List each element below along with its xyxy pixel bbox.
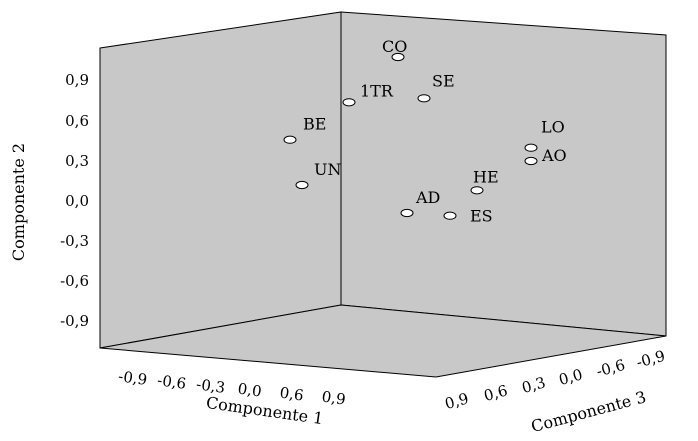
right-wall [340,11,667,337]
y-tick-label: -0,9 [60,312,89,330]
data-point-marker [524,143,538,152]
data-point-label: BE [303,115,326,134]
data-points: CO SE 1TR BE UN LO AO HE AD ES [283,37,567,226]
data-point-label: LO [541,118,565,137]
floor [99,304,667,378]
z-axis-title: Componente 3 [529,387,648,436]
z-tick-label: 0,0 [557,365,585,389]
z-tick-label: 0,3 [520,373,548,397]
data-point-marker [524,156,538,166]
x-tick-label: 0,6 [279,383,305,404]
x-tick-label: -0,6 [156,371,187,393]
data-point-marker [400,208,414,218]
data-point-marker [470,186,484,195]
z-tick-label: -0,6 [594,356,627,381]
data-point-label: 1TR [360,81,394,100]
y-tick-label: -0,6 [60,272,89,290]
plot-walls [99,11,667,378]
y-axis-title: Componente 2 [9,143,28,261]
data-point-label: UN [314,160,341,179]
data-point-label: ES [470,207,493,226]
y-tick-label: 0,6 [65,112,89,130]
x-tick-label: -0,9 [117,367,148,389]
data-point-marker [391,52,405,62]
data-point-label: SE [432,71,455,90]
y-tick-label: 0,0 [65,192,89,210]
y-tick-label: -0,3 [60,232,89,250]
data-point-label: AD [415,188,440,207]
x-tick-label: -0,3 [195,375,226,397]
data-point-marker [295,180,309,190]
x-axis-title: Componente 1 [205,393,325,428]
left-wall [99,11,342,349]
data-point-label: AO [541,146,567,165]
data-point-marker [443,211,457,220]
z-axis-ticks: 0,9 0,6 0,3 0,0 -0,6 -0,9 [443,347,667,413]
data-point-marker [417,94,431,103]
data-point-marker [283,135,297,144]
z-tick-label: 0,9 [443,389,471,413]
x-axis-ticks: -0,9 -0,6 -0,3 0,0 0,6 0,9 [117,367,347,408]
y-tick-label: 0,9 [65,71,89,89]
z-tick-label: -0,9 [634,347,667,372]
data-point-label: CO [382,37,407,56]
y-tick-label: 0,3 [65,152,89,170]
y-axis-ticks: 0,9 0,6 0,3 0,0 -0,3 -0,6 -0,9 [60,71,89,330]
x-tick-label: 0,9 [321,387,347,408]
data-point-label: HE [473,167,499,186]
x-tick-label: 0,0 [237,379,263,400]
data-point-marker [342,98,356,107]
z-tick-label: 0,6 [482,381,510,405]
